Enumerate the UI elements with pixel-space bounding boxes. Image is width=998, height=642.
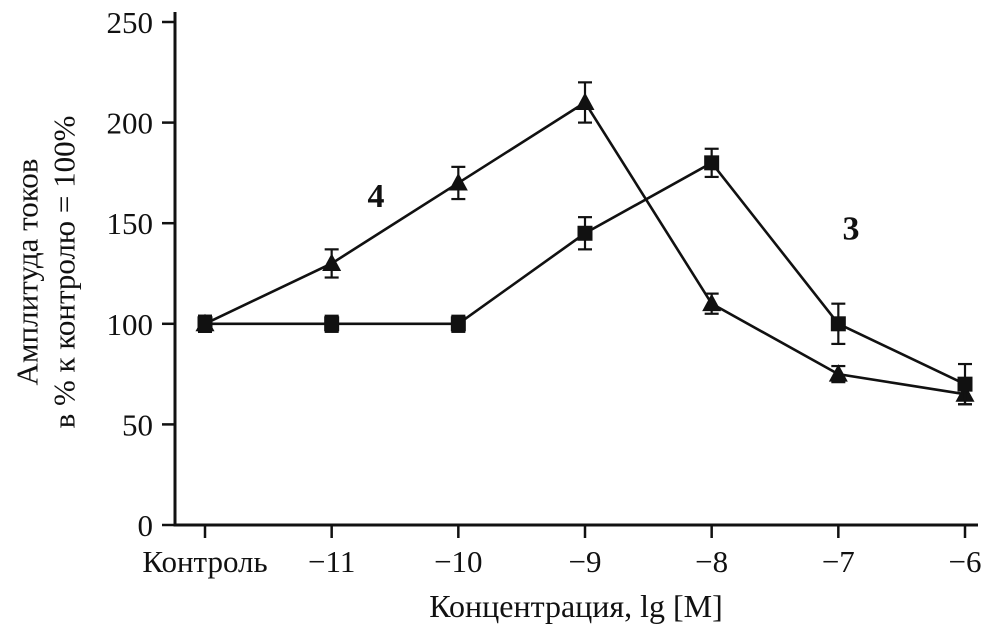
x-tick-label: −6 (949, 544, 982, 579)
triangle-marker (828, 364, 848, 382)
x-tick-label: −11 (308, 544, 355, 579)
triangle-marker (702, 293, 722, 312)
y-tick-label: 200 (107, 106, 154, 141)
triangle-marker (448, 172, 468, 191)
series-line-3 (205, 161, 966, 386)
curve-label-3: 3 (843, 210, 860, 247)
x-tick-label: −9 (569, 544, 602, 579)
square-marker (704, 155, 720, 171)
square-marker (957, 376, 973, 392)
x-tick-label: −8 (695, 544, 728, 579)
curve-label-4: 4 (368, 178, 385, 215)
x-tick-label: −7 (822, 544, 855, 579)
square-marker (324, 316, 340, 332)
square-marker (197, 316, 213, 332)
triangle-marker (575, 92, 595, 110)
y-tick-label: 0 (138, 508, 154, 543)
y-tick-label: 50 (122, 407, 153, 442)
triangle-marker (322, 253, 342, 271)
square-marker (830, 316, 846, 332)
square-marker (450, 316, 466, 332)
y-tick-label: 250 (107, 5, 154, 40)
y-tick-label: 100 (107, 307, 154, 342)
square-marker (577, 225, 593, 241)
x-tick-label: −10 (434, 544, 482, 579)
y-tick-label: 150 (107, 206, 154, 241)
x-axis-title: Концентрация, lg [M] (429, 588, 723, 624)
x-tick-label: Контроль (142, 544, 267, 579)
